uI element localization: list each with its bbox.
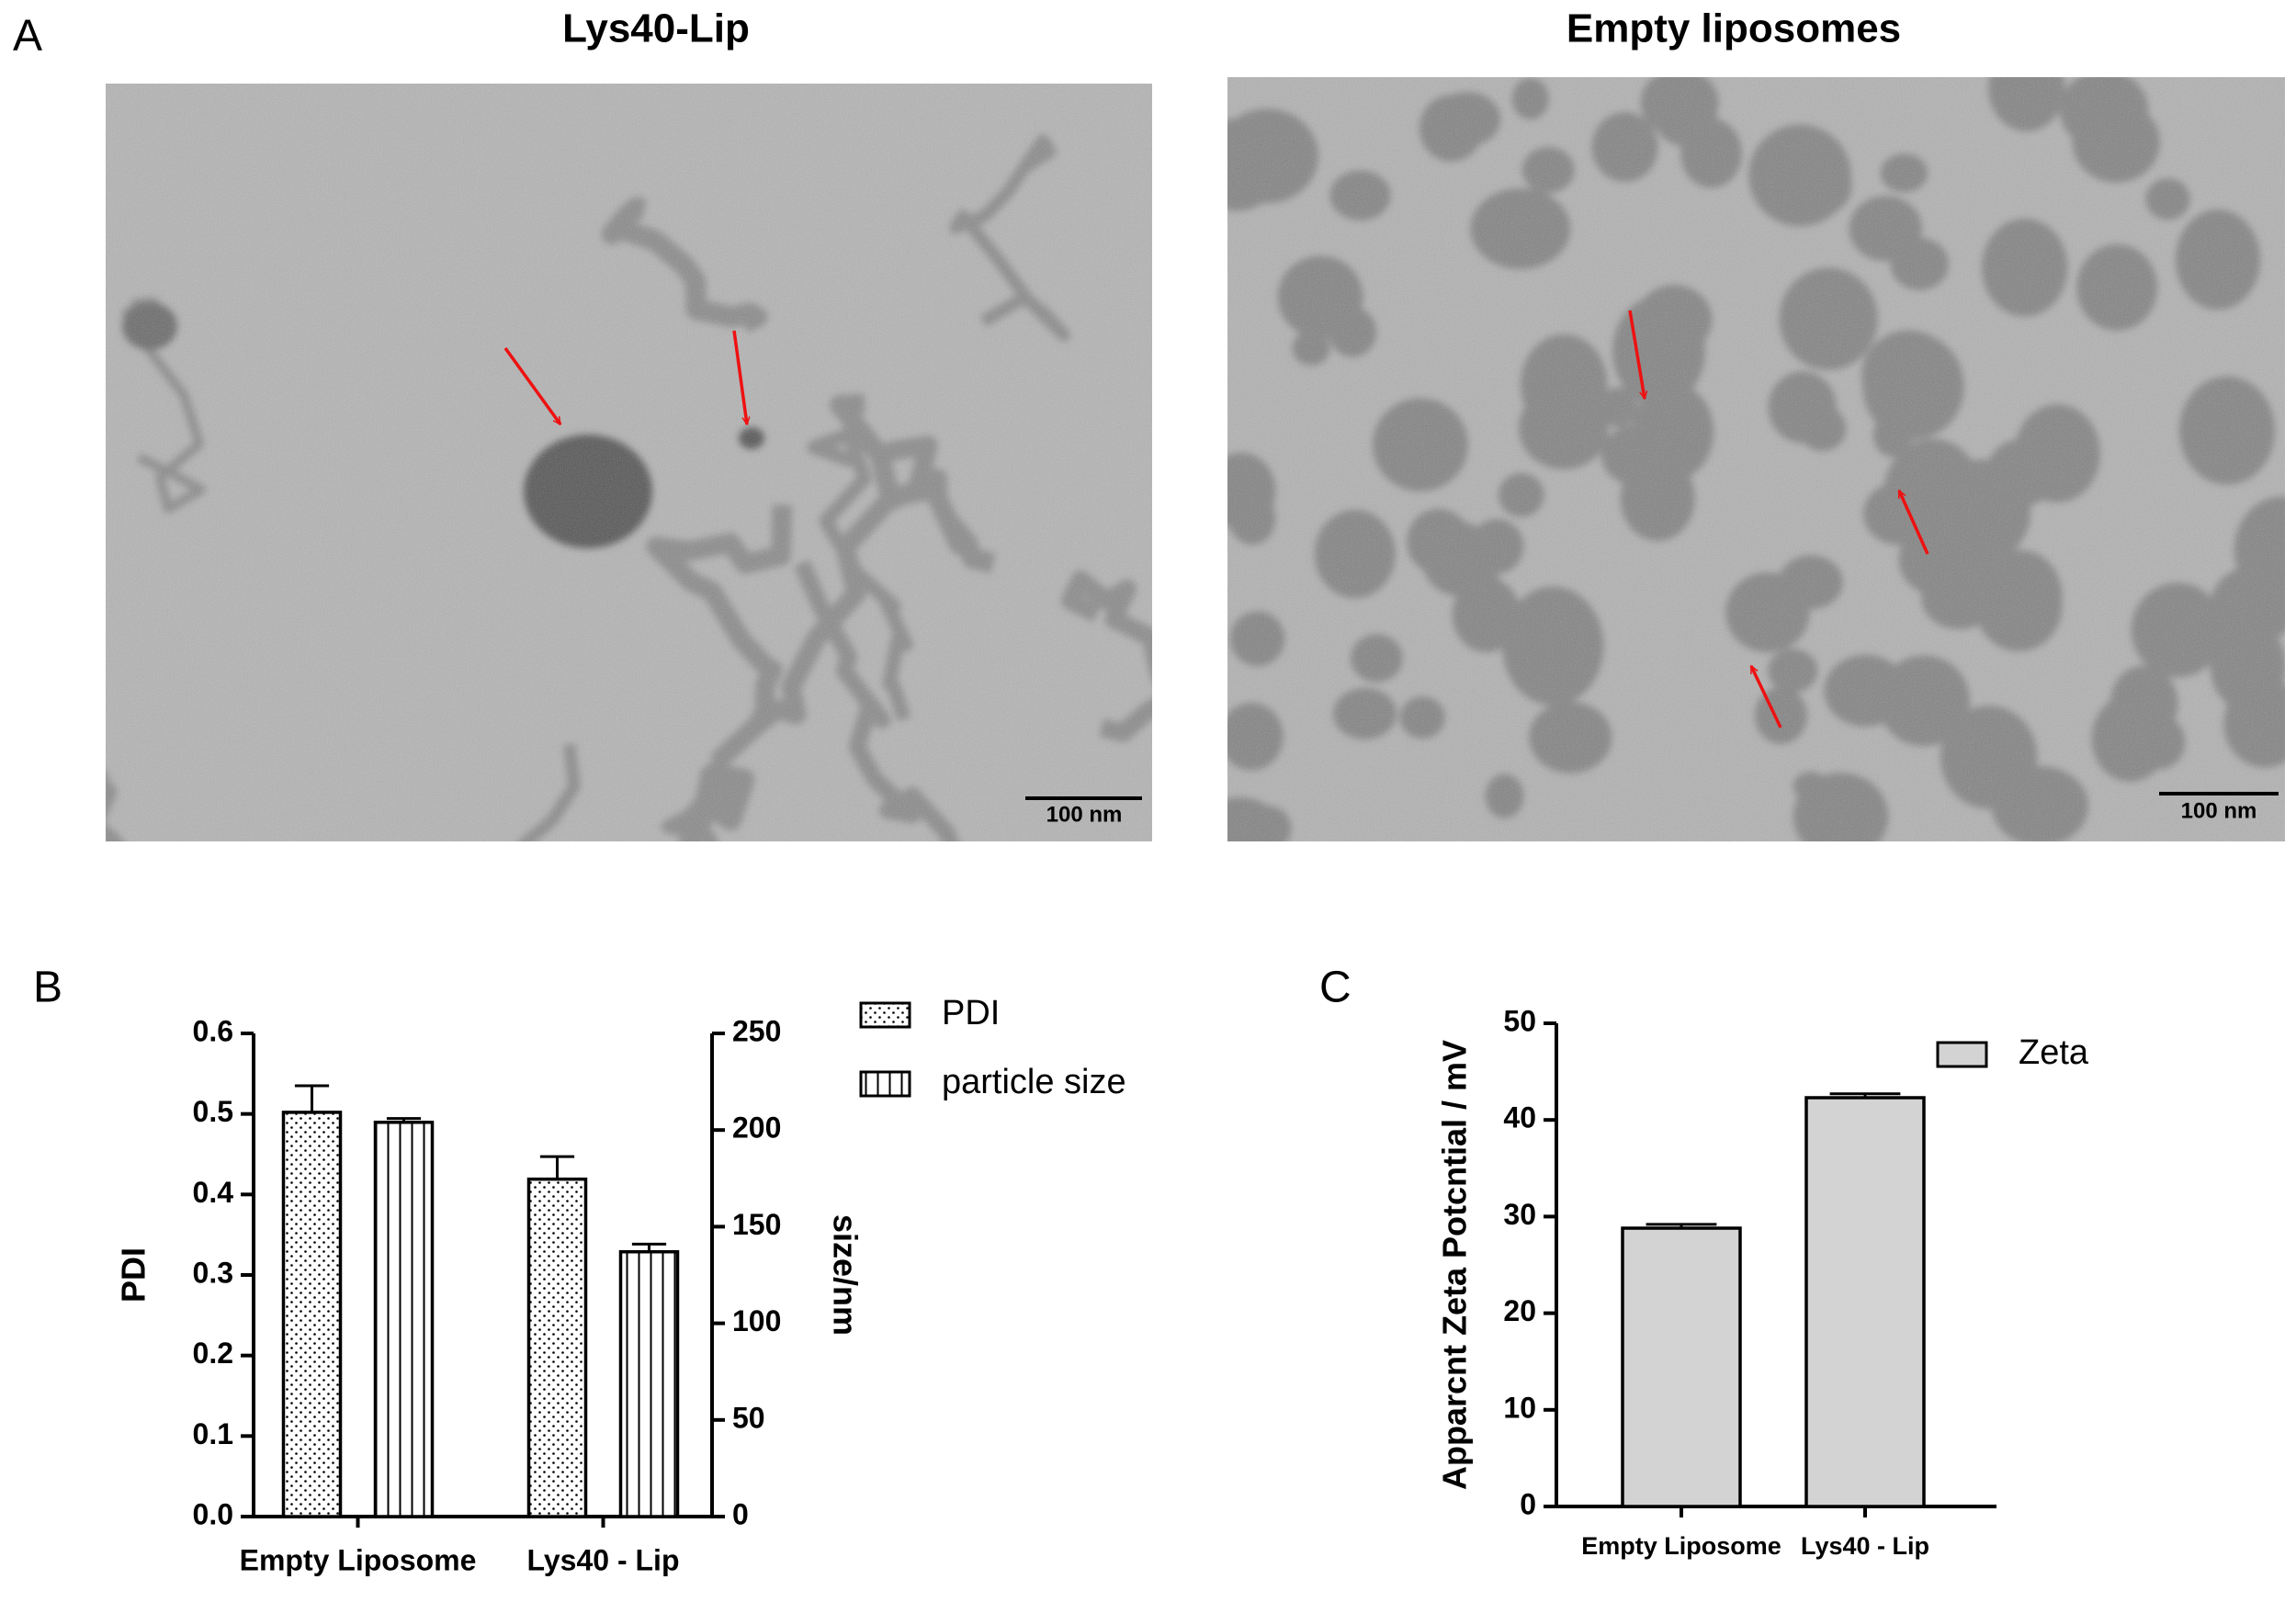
- y-tick-label: 0.5: [193, 1095, 233, 1128]
- panel-label: A: [13, 12, 42, 61]
- legend-label: PDI: [942, 994, 1000, 1032]
- x-tick-label: Empty Liposome: [1581, 1532, 1781, 1560]
- legend-swatch: [1936, 1041, 1988, 1068]
- arrow: [1628, 310, 1645, 399]
- arrow: [1897, 491, 1929, 555]
- y-tick-label: 0: [1520, 1487, 1536, 1520]
- y-tick-label: 0.3: [193, 1256, 233, 1289]
- bar: [1804, 1096, 1926, 1508]
- scale-bar-label: 100 nm: [1046, 802, 1123, 827]
- y-tick-label: 0.4: [193, 1176, 234, 1209]
- y-tick-label: 20: [1503, 1294, 1536, 1327]
- image-title: Empty liposomes: [1566, 6, 1901, 51]
- y-tick-label: 30: [1503, 1198, 1536, 1231]
- y-tick-label: 0.6: [193, 1014, 233, 1047]
- arrow: [732, 330, 747, 424]
- legend-swatch: [859, 1070, 911, 1098]
- arrow: [503, 346, 562, 424]
- chart: 0.0 0.1 0.2 0.3 0.4 0.5 0.6 0 50 100 150 200 250 PDI s…: [115, 994, 1126, 1576]
- image-title: Lys40-Lip: [562, 6, 750, 51]
- tem-image: [1227, 77, 2285, 841]
- y2-tick-label: 0: [732, 1497, 749, 1530]
- x-tick-label: Empty Liposome: [240, 1543, 477, 1576]
- y2-axis-title: size/nm: [826, 1214, 864, 1336]
- y2-tick-label: 200: [732, 1111, 781, 1145]
- tem-image: [106, 84, 1152, 841]
- bar: [618, 1250, 680, 1518]
- y-tick-label: 40: [1503, 1101, 1536, 1134]
- grain: [1227, 77, 2285, 841]
- y-axis-title: PDI: [115, 1247, 153, 1303]
- y2-tick-label: 250: [732, 1014, 781, 1047]
- y-axis-title: Apparcnt Zeta Potcntial / mV: [1436, 1040, 1474, 1490]
- x-tick-label: Lys40 - Lip: [527, 1543, 680, 1576]
- arrow: [1749, 666, 1782, 728]
- bar: [373, 1121, 435, 1518]
- x-tick-label: Lys40 - Lip: [1801, 1532, 1929, 1560]
- panel-label: C: [1319, 964, 1352, 1012]
- chart: 0 10 20 30 40 50 Apparcnt Zeta Potcntial / mV E…: [1436, 1004, 2089, 1560]
- y2-tick-label: 100: [732, 1304, 781, 1337]
- y-tick-label: 0.2: [193, 1337, 233, 1370]
- y2-tick-label: 150: [732, 1208, 781, 1241]
- panel-label: B: [33, 964, 62, 1012]
- bar: [281, 1111, 343, 1518]
- legend-label: Zeta: [2019, 1033, 2089, 1072]
- arrows: [503, 310, 1929, 728]
- scale-bar-label: 100 nm: [2181, 798, 2257, 823]
- y-tick-label: 10: [1503, 1391, 1536, 1424]
- legend-label: particle size: [942, 1063, 1126, 1101]
- y-tick-label: 0.0: [193, 1497, 233, 1530]
- legend-swatch: [859, 1001, 911, 1029]
- bar: [1621, 1226, 1742, 1508]
- y-tick-label: 50: [1503, 1004, 1536, 1037]
- bar: [526, 1177, 588, 1518]
- y-tick-label: 0.1: [193, 1417, 233, 1450]
- grain: [106, 84, 1152, 841]
- y2-tick-label: 50: [732, 1401, 765, 1434]
